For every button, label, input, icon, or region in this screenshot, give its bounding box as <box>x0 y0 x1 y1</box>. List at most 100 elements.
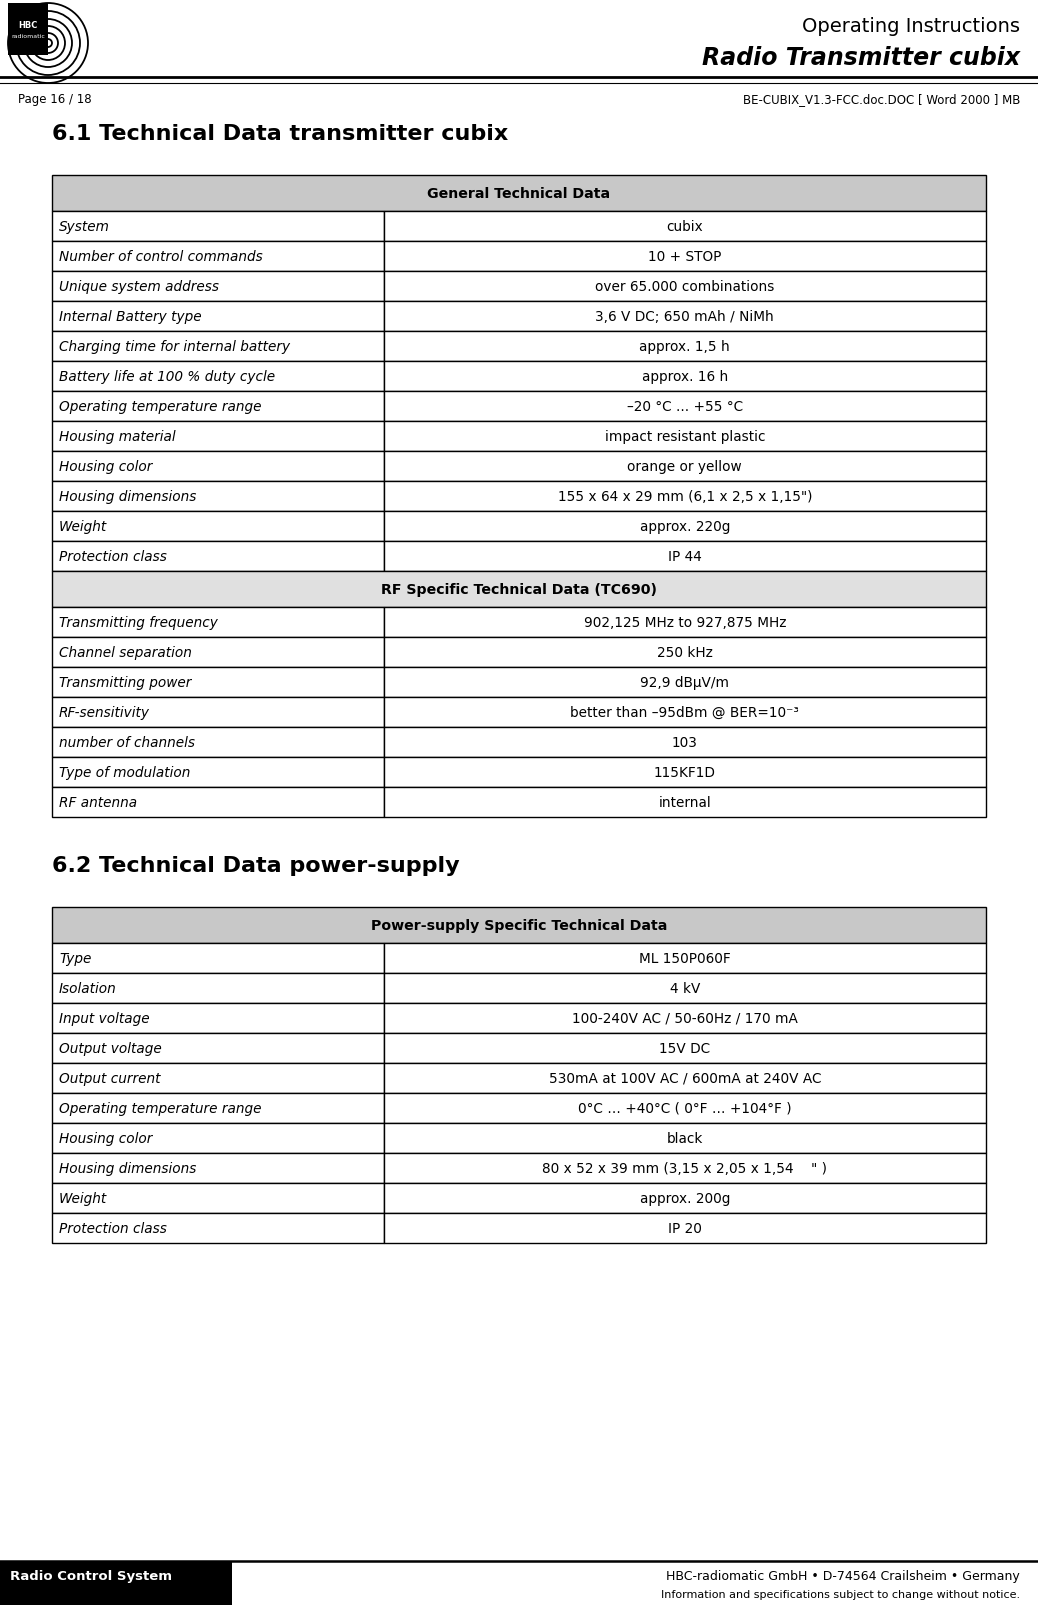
Bar <box>384 668 986 698</box>
Text: IP 44: IP 44 <box>667 549 702 563</box>
Bar <box>52 698 384 727</box>
Text: 6.1 Technical Data transmitter cubix: 6.1 Technical Data transmitter cubix <box>52 124 509 144</box>
Text: Protection class: Protection class <box>59 1221 167 1236</box>
Text: 530mA at 100V AC / 600mA at 240V AC: 530mA at 100V AC / 600mA at 240V AC <box>548 1071 821 1085</box>
Text: 92,9 dBμV/m: 92,9 dBμV/m <box>640 676 730 690</box>
Text: Information and specifications subject to change without notice.: Information and specifications subject t… <box>661 1589 1020 1599</box>
Bar <box>52 758 384 788</box>
Text: 115KF1D: 115KF1D <box>654 766 716 780</box>
Bar <box>384 1154 986 1183</box>
Bar <box>52 608 384 637</box>
Bar <box>384 512 986 541</box>
Text: approx. 16 h: approx. 16 h <box>641 369 728 384</box>
Bar <box>52 1034 384 1064</box>
Text: Weight: Weight <box>59 1191 107 1205</box>
Bar <box>52 482 384 512</box>
Text: RF antenna: RF antenna <box>59 796 137 809</box>
Bar <box>384 361 986 392</box>
Text: better than –95dBm @ BER=10⁻³: better than –95dBm @ BER=10⁻³ <box>570 706 799 719</box>
Bar <box>384 637 986 668</box>
Text: ML 150P060F: ML 150P060F <box>639 952 731 965</box>
Bar <box>384 482 986 512</box>
Bar <box>384 1213 986 1244</box>
Text: IP 20: IP 20 <box>667 1221 702 1236</box>
Bar <box>384 302 986 332</box>
Bar <box>52 242 384 271</box>
Bar <box>0 1562 233 1605</box>
Bar <box>384 332 986 361</box>
Text: 100-240V AC / 50-60Hz / 170 mA: 100-240V AC / 50-60Hz / 170 mA <box>572 1011 798 1026</box>
Text: Internal Battery type: Internal Battery type <box>59 310 201 324</box>
Text: Operating Instructions: Operating Instructions <box>802 16 1020 35</box>
Bar <box>52 637 384 668</box>
Text: Radio Transmitter cubix: Radio Transmitter cubix <box>702 47 1020 71</box>
Text: Type of modulation: Type of modulation <box>59 766 190 780</box>
Text: approx. 200g: approx. 200g <box>639 1191 730 1205</box>
Text: Output current: Output current <box>59 1071 161 1085</box>
Text: 6.2 Technical Data power-supply: 6.2 Technical Data power-supply <box>52 855 460 875</box>
Text: 250 kHz: 250 kHz <box>657 645 713 660</box>
Text: 3,6 V DC; 650 mAh / NiMh: 3,6 V DC; 650 mAh / NiMh <box>596 310 774 324</box>
Bar <box>52 512 384 541</box>
Bar <box>52 1093 384 1124</box>
Text: Housing color: Housing color <box>59 1132 153 1146</box>
Text: approx. 1,5 h: approx. 1,5 h <box>639 340 730 353</box>
Bar <box>384 1124 986 1154</box>
Text: Charging time for internal battery: Charging time for internal battery <box>59 340 291 353</box>
Bar <box>52 422 384 451</box>
Text: Power-supply Specific Technical Data: Power-supply Specific Technical Data <box>371 918 667 933</box>
Text: 902,125 MHz to 927,875 MHz: 902,125 MHz to 927,875 MHz <box>583 616 786 629</box>
Text: 80 x 52 x 39 mm (3,15 x 2,05 x 1,54    " ): 80 x 52 x 39 mm (3,15 x 2,05 x 1,54 " ) <box>542 1162 827 1175</box>
Bar <box>384 1034 986 1064</box>
Bar <box>8 3 48 56</box>
Text: black: black <box>666 1132 703 1146</box>
Text: Input voltage: Input voltage <box>59 1011 149 1026</box>
Bar <box>384 212 986 242</box>
Text: Battery life at 100 % duty cycle: Battery life at 100 % duty cycle <box>59 369 275 384</box>
Text: Housing material: Housing material <box>59 430 175 443</box>
Bar <box>52 788 384 817</box>
Text: Transmitting frequency: Transmitting frequency <box>59 616 218 629</box>
Bar <box>52 944 384 973</box>
Text: radiomatic: radiomatic <box>11 34 45 40</box>
Bar <box>384 727 986 758</box>
Bar <box>384 608 986 637</box>
Bar <box>52 907 986 944</box>
Bar <box>52 1124 384 1154</box>
Bar <box>52 1154 384 1183</box>
Bar <box>384 758 986 788</box>
Text: 2003-03-11: 2003-03-11 <box>10 1587 78 1600</box>
Bar <box>52 177 986 212</box>
Bar <box>52 1183 384 1213</box>
Text: 15V DC: 15V DC <box>659 1042 710 1056</box>
Bar <box>384 242 986 271</box>
Bar <box>52 973 384 1003</box>
Text: Output voltage: Output voltage <box>59 1042 162 1056</box>
Bar <box>52 727 384 758</box>
Text: Transmitting power: Transmitting power <box>59 676 191 690</box>
Text: Page 16 / 18: Page 16 / 18 <box>18 93 91 106</box>
Text: Operating temperature range: Operating temperature range <box>59 400 262 414</box>
Bar <box>384 541 986 571</box>
Text: System: System <box>59 220 110 234</box>
Bar <box>52 302 384 332</box>
Bar <box>52 392 384 422</box>
Text: HBC: HBC <box>19 21 37 29</box>
Bar <box>52 332 384 361</box>
Text: 0°C … +40°C ( 0°F … +104°F ): 0°C … +40°C ( 0°F … +104°F ) <box>578 1101 792 1115</box>
Text: 10 + STOP: 10 + STOP <box>648 250 721 263</box>
Text: Housing color: Housing color <box>59 459 153 473</box>
Text: General Technical Data: General Technical Data <box>428 186 610 201</box>
Text: approx. 220g: approx. 220g <box>639 520 730 534</box>
Bar <box>384 392 986 422</box>
Text: RF-sensitivity: RF-sensitivity <box>59 706 151 719</box>
Bar <box>384 271 986 302</box>
Text: Isolation: Isolation <box>59 981 116 995</box>
Bar <box>384 973 986 1003</box>
Bar <box>384 698 986 727</box>
Bar <box>52 451 384 482</box>
Bar <box>52 668 384 698</box>
Text: Channel separation: Channel separation <box>59 645 192 660</box>
Bar <box>384 1093 986 1124</box>
Text: over 65.000 combinations: over 65.000 combinations <box>595 279 774 294</box>
